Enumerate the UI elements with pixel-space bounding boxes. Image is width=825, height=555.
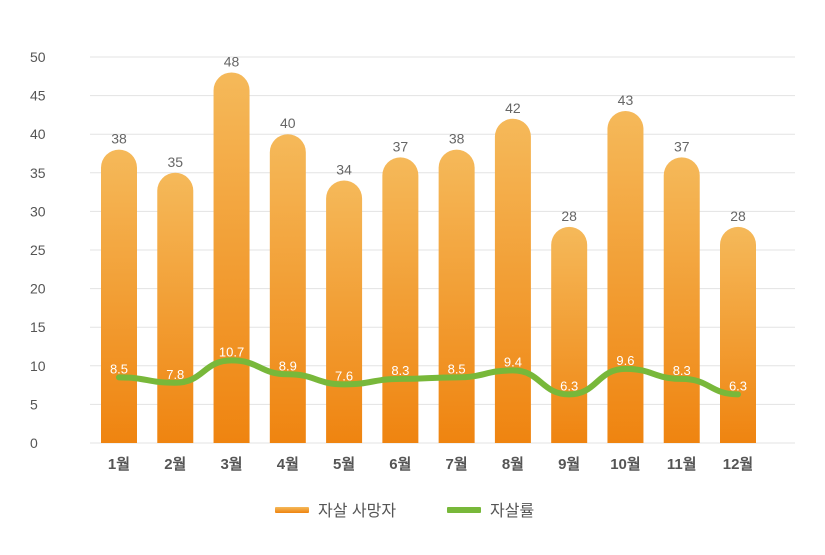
bar-data-label: 43 [618, 92, 634, 108]
y-tick-label: 0 [30, 435, 38, 451]
legend-swatch-deaths [275, 507, 309, 513]
y-axis: 0 5 10 15 20 25 30 35 40 45 50 [30, 49, 46, 451]
bar-data-label: 42 [505, 100, 521, 116]
bar [495, 119, 531, 443]
bar-data-label: 28 [561, 208, 577, 224]
legend-label-deaths: 자살 사망자 [318, 502, 396, 520]
legend: 자살 사망자 자살률 [275, 502, 534, 520]
bar-data-label: 38 [111, 131, 127, 147]
bar [326, 181, 362, 443]
rate-data-label: 6.3 [560, 378, 578, 393]
rate-data-label: 7.8 [166, 367, 184, 382]
x-axis: 1월 2월 3월 4월 5월 6월 7월 8월 9월 10월 11월 12월 [108, 456, 753, 473]
bar [551, 227, 587, 443]
rate-data-label: 10.7 [219, 344, 244, 359]
rate-data-label: 8.5 [448, 361, 466, 376]
y-tick-label: 30 [30, 203, 46, 219]
y-tick-label: 15 [30, 319, 46, 335]
y-tick-label: 25 [30, 242, 46, 258]
rate-data-label: 9.4 [504, 354, 522, 369]
bar [382, 157, 418, 443]
bar [664, 157, 700, 443]
rate-data-label: 8.9 [279, 358, 297, 373]
y-tick-label: 20 [30, 281, 46, 297]
x-tick-label: 1월 [108, 456, 130, 473]
bar [214, 72, 250, 443]
x-tick-label: 9월 [558, 456, 580, 473]
line-series: 8.5 7.8 10.7 8.9 7.6 8.3 8.5 9.4 6.3 9.6 8.3 6.3 [110, 344, 747, 394]
bar [157, 173, 193, 443]
x-tick-label: 8월 [502, 456, 524, 473]
bar-data-label: 28 [730, 208, 746, 224]
bar-data-label: 40 [280, 115, 296, 131]
y-tick-label: 40 [30, 126, 46, 142]
rate-data-label: 7.6 [335, 368, 353, 383]
bar-data-label: 35 [167, 154, 183, 170]
y-tick-label: 45 [30, 88, 46, 104]
bar [720, 227, 756, 443]
x-tick-label: 3월 [220, 456, 242, 473]
bar-data-label: 48 [224, 53, 240, 69]
rate-data-label: 8.3 [391, 363, 409, 378]
rate-data-label: 9.6 [616, 353, 634, 368]
rate-data-label: 8.5 [110, 361, 128, 376]
legend-label-rate: 자살률 [490, 502, 534, 520]
x-tick-label: 2월 [164, 456, 186, 473]
x-tick-label: 7월 [446, 456, 468, 473]
bar-data-label: 37 [393, 138, 409, 154]
x-tick-label: 10월 [610, 456, 641, 473]
x-tick-label: 4월 [277, 456, 299, 473]
bar [607, 111, 643, 443]
bar-data-label: 34 [336, 162, 352, 178]
y-tick-label: 5 [30, 396, 38, 412]
y-tick-label: 50 [30, 49, 46, 65]
bar [101, 150, 137, 443]
bar [439, 150, 475, 443]
x-tick-label: 12월 [723, 456, 754, 473]
bar [270, 134, 306, 443]
rate-data-label: 8.3 [673, 363, 691, 378]
bar-data-label: 38 [449, 131, 465, 147]
x-tick-label: 6월 [389, 456, 411, 473]
y-tick-label: 10 [30, 358, 46, 374]
legend-swatch-rate [447, 507, 481, 513]
bar-series: 38 35 48 40 34 37 38 42 28 43 37 28 [101, 53, 756, 443]
bar-data-label: 37 [674, 138, 690, 154]
x-tick-label: 5월 [333, 456, 355, 473]
x-tick-label: 11월 [667, 456, 697, 473]
y-tick-label: 35 [30, 165, 46, 181]
rate-data-label: 6.3 [729, 378, 747, 393]
